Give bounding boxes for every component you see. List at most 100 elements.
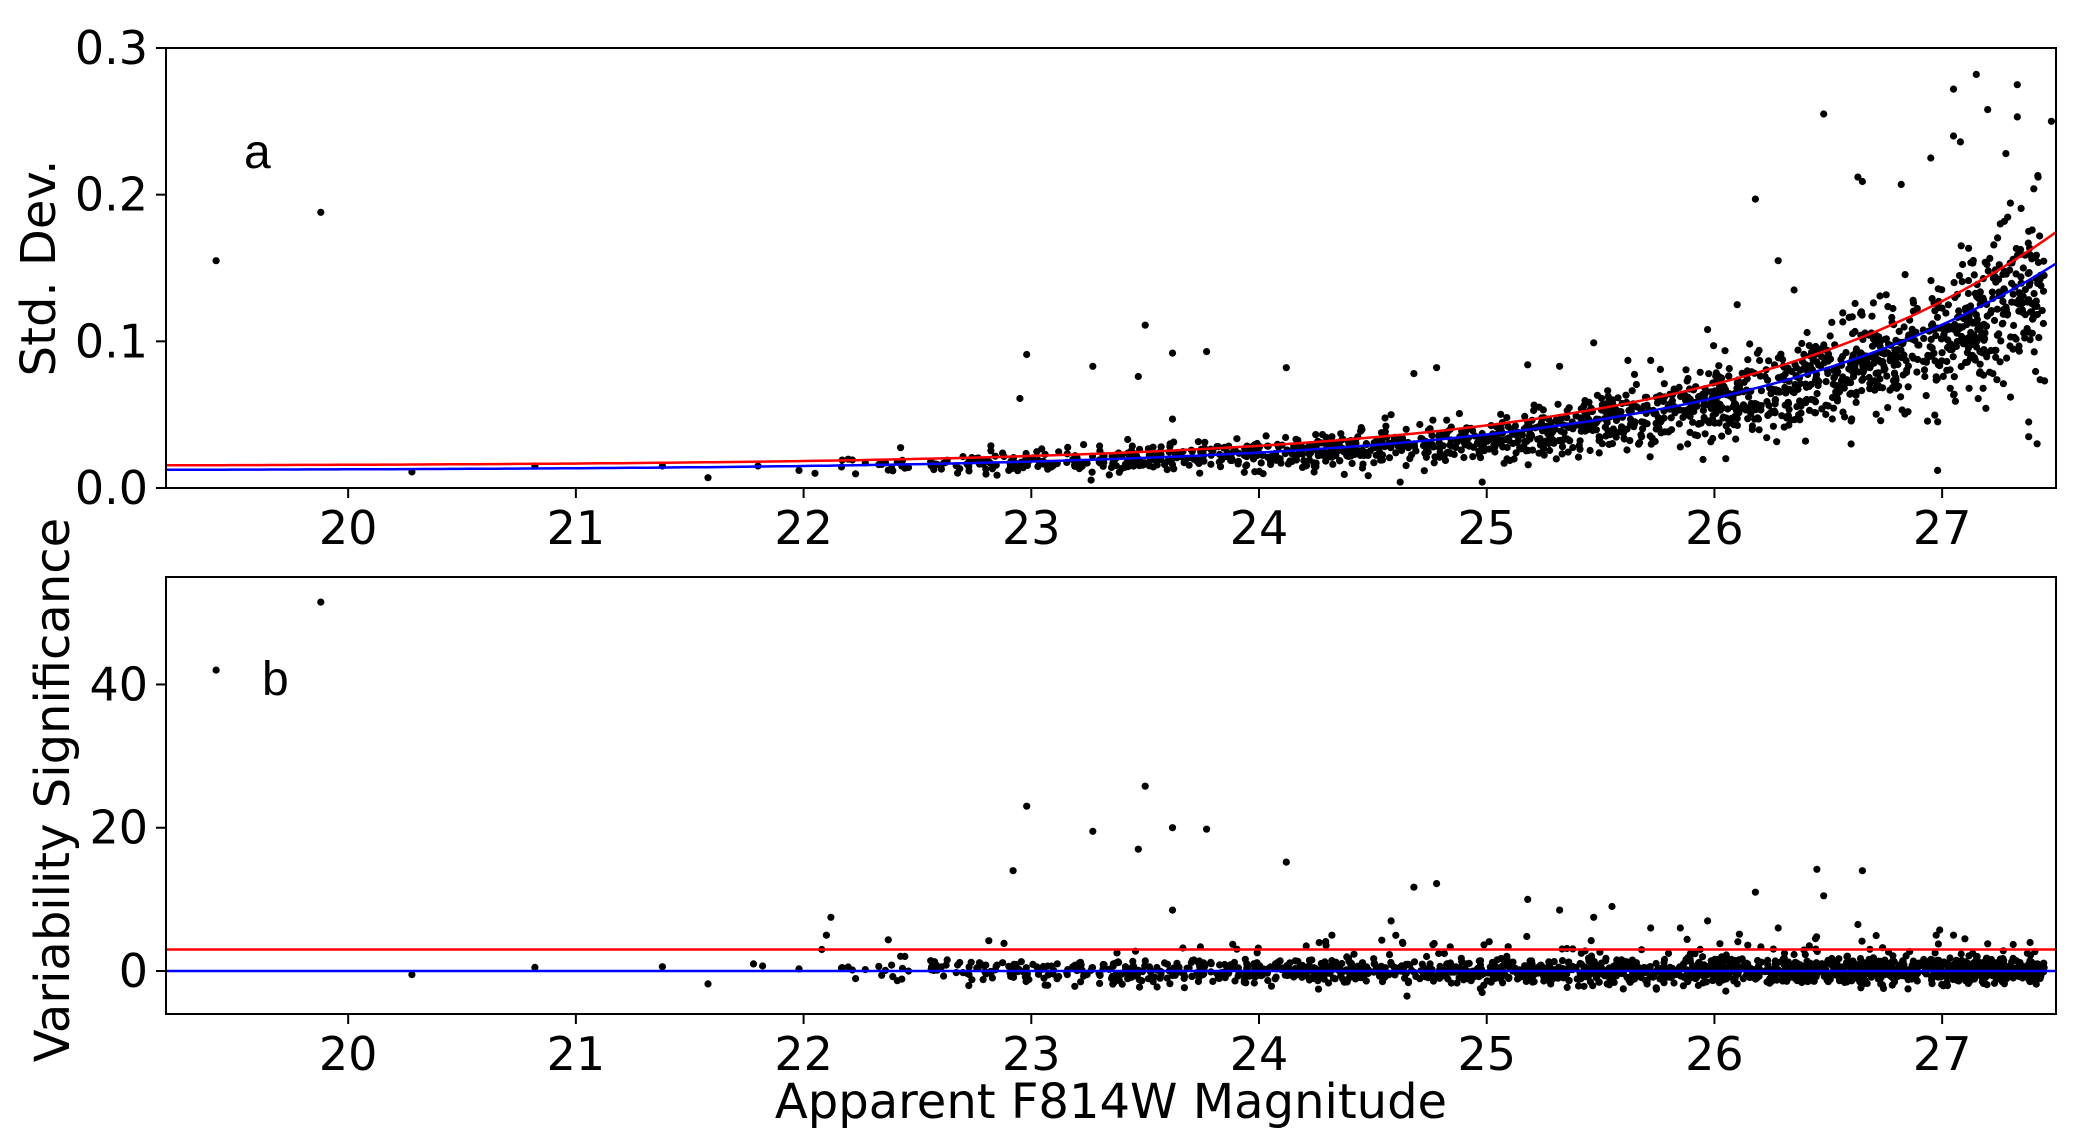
data-point xyxy=(2024,239,2032,247)
data-point xyxy=(1858,376,1866,384)
data-point xyxy=(1168,415,1177,423)
data-point xyxy=(1563,435,1571,443)
data-point xyxy=(1874,970,1882,978)
data-point xyxy=(1801,951,1809,959)
data-point xyxy=(1071,982,1079,990)
data-point xyxy=(1253,949,1261,957)
data-point xyxy=(1813,865,1821,873)
data-point xyxy=(1659,397,1667,405)
data-point xyxy=(878,971,886,979)
data-point xyxy=(1811,397,1819,405)
data-point xyxy=(1646,432,1654,440)
data-point xyxy=(1944,960,1953,968)
data-point xyxy=(1964,335,1973,343)
data-point xyxy=(1805,382,1813,390)
data-point xyxy=(1791,381,1799,389)
data-point xyxy=(1740,378,1748,386)
data-point xyxy=(1865,373,1873,382)
data-point xyxy=(1272,960,1280,968)
panel-b-y-ticks: 0 20 40 xyxy=(89,657,166,998)
data-point xyxy=(1848,313,1856,321)
data-point xyxy=(1886,386,1894,394)
data-point xyxy=(1053,960,1061,968)
data-point xyxy=(1851,971,1859,979)
data-point xyxy=(1988,972,1996,980)
data-point xyxy=(1995,261,2003,269)
data-point xyxy=(1937,335,1946,343)
data-point xyxy=(1774,924,1782,932)
data-point xyxy=(1832,388,1840,396)
data-point xyxy=(889,973,897,981)
data-point xyxy=(1653,399,1662,407)
data-point xyxy=(1724,405,1732,413)
data-point xyxy=(1163,457,1172,465)
data-point xyxy=(1852,398,1860,406)
data-point xyxy=(1124,435,1132,444)
data-point xyxy=(1828,393,1837,402)
data-point xyxy=(1798,339,1806,348)
data-point xyxy=(704,474,712,482)
panel-b-x-axis-label: Apparent F814W Magnitude xyxy=(775,1074,1447,1130)
data-point xyxy=(1846,390,1854,398)
data-point xyxy=(1584,423,1592,431)
data-point xyxy=(1378,936,1386,944)
data-point xyxy=(1215,458,1223,466)
data-point xyxy=(1433,880,1441,888)
data-point xyxy=(1652,410,1660,418)
data-point xyxy=(1163,960,1172,968)
data-point xyxy=(1834,368,1842,376)
data-point xyxy=(1135,460,1143,468)
data-point xyxy=(1234,460,1242,468)
data-point xyxy=(1716,940,1724,948)
panel-a-y-ticks: 0.0 0.1 0.2 0.3 xyxy=(75,21,166,515)
data-point xyxy=(1326,448,1334,456)
data-point xyxy=(1596,434,1604,442)
data-point xyxy=(1422,453,1430,461)
data-point xyxy=(1033,448,1041,456)
data-point xyxy=(1924,353,1932,361)
data-point xyxy=(1950,373,1958,381)
x-tick-label: 25 xyxy=(1457,1027,1516,1081)
data-point xyxy=(1194,977,1202,986)
data-point xyxy=(1113,949,1121,957)
data-point xyxy=(1710,972,1718,980)
data-point xyxy=(2013,113,2021,121)
data-point xyxy=(1999,380,2007,388)
data-point xyxy=(1406,455,1414,463)
data-point xyxy=(1846,365,1854,374)
data-point xyxy=(2006,199,2014,207)
data-point xyxy=(2003,311,2011,319)
data-point xyxy=(2023,298,2031,306)
panel-a-trend-lines xyxy=(166,231,2056,472)
data-point xyxy=(1964,344,1972,352)
data-point xyxy=(1329,974,1337,982)
data-point xyxy=(1883,372,1891,380)
data-point xyxy=(1839,318,1847,326)
data-point xyxy=(1867,973,1875,981)
data-point xyxy=(2003,354,2011,362)
data-point xyxy=(1781,370,1789,378)
data-point xyxy=(1724,427,1732,435)
data-point xyxy=(965,970,973,979)
data-point xyxy=(1769,422,1777,430)
data-point xyxy=(795,466,803,474)
data-point xyxy=(1756,356,1764,365)
panel-b-y-axis-label: Variability Significance xyxy=(25,518,81,1062)
data-point xyxy=(1315,939,1323,947)
data-point xyxy=(1556,362,1564,370)
data-point xyxy=(1747,399,1755,408)
data-point xyxy=(1990,316,1999,325)
data-point xyxy=(1651,437,1659,446)
data-point xyxy=(1790,950,1798,959)
data-point xyxy=(1969,959,1977,967)
data-point xyxy=(1387,411,1395,419)
data-point xyxy=(1847,440,1855,448)
data-point xyxy=(1923,417,1932,425)
data-point xyxy=(1965,315,1973,323)
data-point xyxy=(1959,323,1967,331)
data-point xyxy=(1595,449,1603,457)
data-point xyxy=(1457,446,1465,454)
data-point xyxy=(1965,244,1973,252)
data-point xyxy=(1730,977,1738,985)
data-point xyxy=(1701,971,1709,979)
